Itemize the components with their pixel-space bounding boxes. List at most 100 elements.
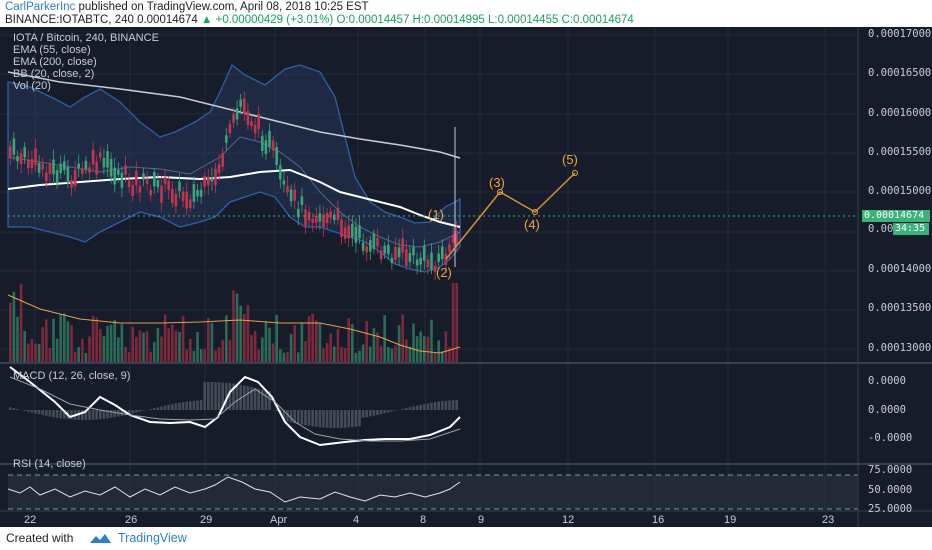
candle-body [127, 180, 131, 187]
candle-body [84, 160, 88, 169]
candle-body [102, 158, 106, 168]
macd-hist-bar [369, 410, 372, 417]
wave-label-3[interactable]: (3) [489, 175, 505, 190]
candle-body [293, 189, 296, 201]
volume-bar [203, 349, 206, 363]
wave-label-1[interactable]: (1) [428, 207, 444, 222]
candle-body [243, 98, 246, 115]
candle-body [59, 163, 62, 174]
macd-hist-bar [163, 405, 167, 410]
volume-bar [275, 315, 278, 363]
ohlc-values: O:0.00014457 H:0.00014995 L:0.00014455 C… [336, 14, 634, 26]
macd-hist-bar [437, 401, 440, 410]
macd-hist-bar [174, 403, 178, 410]
macd-hist-bar [325, 410, 329, 428]
volume-bar [369, 346, 372, 363]
macd-hist-bar [268, 391, 271, 410]
macd-hist-bar [149, 409, 152, 410]
legend-title[interactable]: IOTA / Bitcoin, 240, BINANCE [13, 32, 159, 44]
candle-body [401, 238, 404, 253]
price-axis-label: 0.00015000 [868, 185, 932, 197]
candle-body [217, 163, 221, 174]
volume-bar [286, 352, 289, 363]
candle-body [81, 169, 84, 174]
wave4-node [532, 209, 538, 215]
volume-bar [250, 334, 253, 363]
candle-body [221, 152, 224, 167]
legend-macd[interactable]: MACD (12, 26, close, 9) [13, 370, 131, 382]
candle-body [113, 167, 116, 185]
candle-body [268, 131, 271, 147]
volume-bar [19, 284, 23, 363]
candle-body [235, 108, 239, 120]
volume-bar [199, 349, 203, 363]
time-axis-label: 22 [24, 514, 37, 526]
legend-rsi[interactable]: RSI (14, close) [13, 458, 86, 470]
legend-ema55[interactable]: EMA (55, close) [13, 44, 91, 56]
macd-hist-bar [455, 400, 458, 410]
volume-bar [66, 321, 70, 363]
price-axis-label: 0.00015500 [868, 146, 932, 158]
candle-body [117, 169, 120, 175]
volume-bar [333, 346, 336, 363]
price-axis-label: 0.00016500 [868, 67, 932, 79]
macd-hist-bar [343, 410, 347, 428]
candle-body [250, 121, 253, 127]
volume-bar [153, 341, 156, 363]
candle-body [351, 223, 354, 237]
volume-bar [127, 352, 131, 363]
volume-bar [394, 345, 397, 363]
footer: Created with TradingView [0, 527, 932, 550]
macd-hist-bar [12, 408, 16, 410]
volume-bar [113, 319, 116, 363]
candle-body [207, 176, 210, 186]
macd-line [9, 366, 461, 447]
chart-area[interactable]: IOTA / Bitcoin, 240, BINANCE EMA (55, cl… [0, 27, 932, 527]
macd-hist-bar [387, 410, 390, 413]
volume-bar [23, 330, 26, 363]
bollinger-band-fill [7, 63, 461, 273]
macd-hist-bar [199, 400, 203, 410]
candle-body [253, 124, 257, 134]
volume-bar [45, 319, 48, 363]
volume-bar [138, 330, 142, 363]
macd-hist-bar [394, 410, 397, 411]
rsi-axis-label: 75.0000 [868, 464, 913, 476]
candle-body [106, 151, 109, 168]
macd-hist-bar [347, 410, 350, 428]
author-link[interactable]: CarlParkerInc [5, 1, 76, 13]
candle-body [199, 189, 203, 197]
macd-hist-bar [383, 410, 386, 414]
candle-body [426, 259, 430, 268]
price-axis-label: 0.00014000 [868, 263, 932, 275]
candle-body [441, 246, 444, 260]
wave-label-5[interactable]: (5) [562, 152, 578, 167]
volume-bar [268, 327, 271, 363]
legend-ema200[interactable]: EMA (200, close) [13, 56, 97, 68]
legend-bb[interactable]: BB (20, close, 2) [13, 68, 95, 80]
candle-body [239, 99, 242, 107]
candle-body [405, 249, 408, 267]
macd-hist-bar [189, 401, 192, 410]
macd-hist-bar [246, 386, 250, 410]
wave-label-2[interactable]: (2) [436, 265, 452, 280]
time-axis-label: 8 [420, 514, 427, 526]
macd-hist-bar [293, 410, 296, 424]
price-chart-svg[interactable] [0, 27, 932, 527]
macd-hist-bar [16, 409, 19, 410]
price-axis-label: 0.00013500 [868, 302, 932, 314]
volume-bar [217, 347, 221, 363]
volume-bar [444, 331, 448, 363]
volume-bar [70, 325, 73, 363]
legend-vol[interactable]: Vol (20) [13, 80, 51, 92]
volume-bar [34, 343, 37, 363]
macd-hist-bar [297, 410, 300, 424]
macd-hist-bar [171, 404, 174, 410]
candle-body [415, 259, 419, 266]
candle-body [88, 167, 91, 173]
volume-bar [131, 326, 134, 363]
tradingview-brand[interactable]: TradingView [118, 531, 187, 545]
candle-body [329, 211, 332, 218]
volume-bar [9, 302, 12, 363]
wave-label-4[interactable]: (4) [524, 217, 540, 232]
